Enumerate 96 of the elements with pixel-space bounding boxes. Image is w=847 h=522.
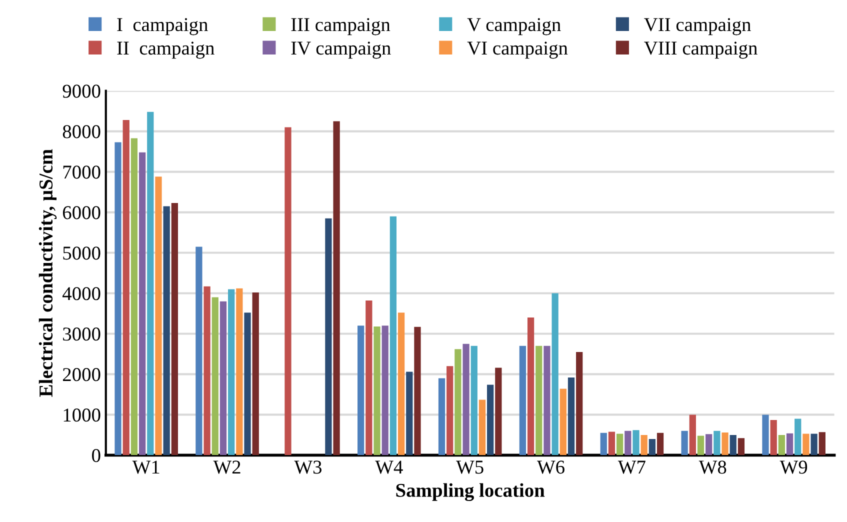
x-axis-title: Sampling location xyxy=(396,483,545,502)
bar xyxy=(810,434,818,456)
x-tick-label: W6 xyxy=(537,460,564,474)
bar xyxy=(325,218,332,456)
y-tick-label: 8000 xyxy=(62,125,100,138)
bar xyxy=(552,293,558,456)
bar xyxy=(130,138,138,456)
bar xyxy=(560,388,566,456)
bar xyxy=(818,432,826,456)
legend-label: VII campaign xyxy=(644,18,751,36)
x-tick-label: W9 xyxy=(780,460,808,474)
bar xyxy=(536,346,542,456)
bar xyxy=(374,326,380,456)
bar xyxy=(640,434,648,456)
bar xyxy=(212,297,218,456)
x-tick-label: W7 xyxy=(618,460,646,474)
bar xyxy=(398,312,405,456)
bar xyxy=(390,216,397,456)
bar xyxy=(632,430,640,456)
bar xyxy=(171,202,178,456)
y-tick-label: 4000 xyxy=(62,287,100,300)
legend-label: IV campaign xyxy=(291,42,391,59)
x-tick-label: W5 xyxy=(456,460,484,474)
bar xyxy=(462,344,470,456)
bar xyxy=(681,430,688,456)
bar xyxy=(762,414,769,456)
bar xyxy=(382,326,388,456)
bar xyxy=(722,432,728,456)
legend-label: VIII campaign xyxy=(644,42,758,59)
legend-label: VI campaign xyxy=(467,42,568,59)
bar xyxy=(236,288,243,456)
bar xyxy=(196,246,202,456)
bar xyxy=(689,414,696,456)
bar xyxy=(406,372,413,456)
legend-label: V campaign xyxy=(467,18,561,36)
y-axis-title: Electrical conductivity, µS/cm xyxy=(38,149,57,397)
y-tick-label: 7000 xyxy=(63,166,100,179)
y-tick-label: 6000 xyxy=(62,206,100,220)
bar xyxy=(794,418,802,456)
bar xyxy=(414,326,421,456)
bar xyxy=(697,436,704,456)
bar xyxy=(114,142,122,456)
bar xyxy=(495,368,502,456)
bar xyxy=(616,434,624,456)
bar xyxy=(600,432,607,456)
legend-label: I campaign xyxy=(117,18,208,36)
bar xyxy=(438,378,446,456)
bar xyxy=(624,430,632,456)
bar xyxy=(576,352,583,456)
bar xyxy=(147,112,154,456)
bar xyxy=(138,152,146,456)
x-tick-label: W3 xyxy=(294,460,322,474)
legend-label: III campaign xyxy=(291,18,390,36)
bar xyxy=(770,420,777,456)
bar xyxy=(284,127,292,456)
bar xyxy=(333,121,340,456)
x-tick-label: W8 xyxy=(698,460,726,474)
bar xyxy=(204,286,210,456)
x-tick-label: W1 xyxy=(132,460,160,474)
bar xyxy=(487,384,494,456)
y-tick-label: 3000 xyxy=(63,328,100,341)
bar xyxy=(519,346,526,456)
bar xyxy=(454,349,462,456)
bar xyxy=(568,377,575,456)
bar xyxy=(358,326,364,456)
bar xyxy=(122,120,130,456)
y-tick-label: 0 xyxy=(92,449,100,462)
bar xyxy=(786,433,794,456)
bar xyxy=(656,432,664,456)
bar xyxy=(228,289,235,456)
y-tick-label: 1000 xyxy=(64,408,100,422)
y-tick-label: 2000 xyxy=(62,368,100,382)
bar xyxy=(714,430,720,456)
x-tick-label: W4 xyxy=(375,460,403,474)
bar xyxy=(446,366,454,456)
bar xyxy=(252,292,259,456)
bar xyxy=(648,438,656,456)
bar xyxy=(470,346,478,456)
y-tick-label: 9000 xyxy=(62,84,100,98)
bar xyxy=(738,438,745,456)
bar xyxy=(163,206,170,456)
legend-label: II campaign xyxy=(117,42,214,59)
bar xyxy=(730,434,736,456)
bar xyxy=(778,434,786,456)
y-tick-label: 5000 xyxy=(63,246,100,260)
bar xyxy=(220,301,227,456)
bar xyxy=(527,318,534,456)
bar xyxy=(706,434,712,456)
bar xyxy=(608,432,616,456)
bar xyxy=(802,434,810,456)
bar xyxy=(366,300,372,456)
bar xyxy=(478,400,486,456)
bar xyxy=(244,312,251,456)
bar xyxy=(155,176,162,456)
bar xyxy=(544,346,550,456)
x-tick-label: W2 xyxy=(213,460,240,474)
